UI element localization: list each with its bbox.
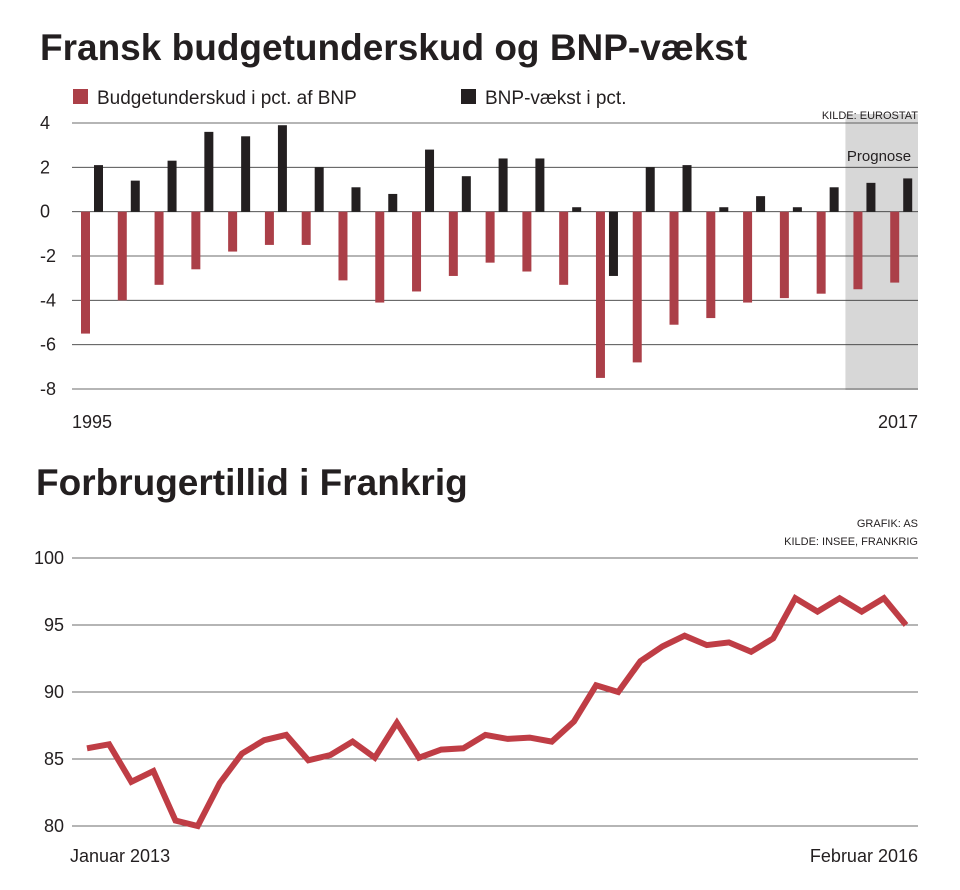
bar-gdp-2008 [572, 207, 582, 212]
bar-deficit-1998 [191, 211, 201, 270]
bar-gdp-2011 [682, 165, 692, 212]
bar-deficit-2005 [448, 211, 458, 276]
bar-gdp-2001 [314, 167, 324, 212]
bar-gdp-1998 [204, 131, 214, 212]
bar-deficit-2016 [853, 211, 863, 290]
budget-x-start-label: 1995 [72, 412, 112, 432]
bar-gdp-2016 [866, 182, 876, 212]
confidence-series [86, 594, 909, 830]
y-tick-label: -6 [40, 335, 56, 355]
bar-deficit-2012 [706, 211, 716, 319]
confidence-chart-title: Forbrugertillid i Frankrig [36, 462, 468, 503]
budget-legend: Budgetunderskud i pct. af BNP BNP-vækst … [73, 88, 626, 109]
bar-gdp-2000 [277, 125, 287, 212]
y-tick-label: 0 [40, 202, 50, 222]
bar-gdp-1997 [167, 160, 177, 212]
budget-chart-title: Fransk budgetunderskud og BNP-vækst [40, 27, 747, 68]
y-tick-label: 4 [40, 113, 50, 133]
forecast-label: Prognose [847, 148, 911, 165]
bar-deficit-1995 [81, 211, 90, 334]
y-tick-label: 100 [34, 548, 64, 568]
confidence-chart-credit: GRAFIK: AS [857, 518, 918, 530]
bar-deficit-2009 [595, 211, 605, 378]
bar-deficit-1996 [117, 211, 127, 301]
legend-label-gdp: BNP-vækst i pct. [485, 88, 626, 109]
bar-gdp-2010 [645, 167, 655, 212]
bar-deficit-2014 [779, 211, 789, 299]
bar-gdp-2012 [719, 207, 729, 212]
bar-deficit-2015 [816, 211, 826, 294]
bar-gdp-2004 [425, 149, 435, 212]
bar-deficit-2008 [559, 211, 569, 285]
confidence-chart-source: KILDE: INSEE, FRANKRIG [784, 536, 918, 548]
bar-deficit-2017 [890, 211, 900, 283]
y-tick-label: -8 [40, 379, 56, 399]
bar-gdp-1995 [94, 165, 103, 212]
bar-gdp-2007 [535, 158, 545, 212]
y-tick-label: 95 [44, 615, 64, 635]
legend-swatch-deficit [73, 89, 88, 104]
bar-deficit-1999 [228, 211, 238, 252]
confidence-line [86, 594, 909, 830]
budget-chart: Fransk budgetunderskud og BNP-vækst Budg… [40, 27, 918, 432]
confidence-x-start-label: Januar 2013 [70, 846, 170, 866]
bar-deficit-2010 [632, 211, 642, 363]
confidence-y-axis: 100 95 90 85 80 [34, 548, 64, 836]
y-tick-label: -2 [40, 246, 56, 266]
y-tick-label: 90 [44, 682, 64, 702]
bar-deficit-2002 [338, 211, 348, 281]
bar-gdp-2017 [903, 178, 913, 212]
bar-gdp-2005 [461, 176, 471, 212]
bar-gdp-2003 [388, 193, 398, 212]
bar-gdp-2013 [756, 196, 766, 212]
budget-x-end-label: 2017 [878, 412, 918, 432]
y-tick-label: 80 [44, 816, 64, 836]
confidence-x-end-label: Februar 2016 [810, 846, 918, 866]
y-tick-label: 85 [44, 749, 64, 769]
bar-deficit-2000 [264, 211, 274, 245]
legend-label-deficit: Budgetunderskud i pct. af BNP [97, 88, 357, 109]
bar-gdp-2006 [498, 158, 508, 212]
budget-y-axis: 4 2 0 -2 -4 -6 -8 [40, 113, 56, 399]
y-tick-label: -4 [40, 290, 56, 310]
bar-deficit-1997 [154, 211, 164, 285]
bar-deficit-2007 [522, 211, 532, 272]
y-tick-label: 2 [40, 157, 50, 177]
bar-gdp-1996 [130, 180, 140, 212]
bar-gdp-2002 [351, 187, 361, 212]
bar-gdp-1999 [241, 136, 251, 212]
budget-chart-source: KILDE: EUROSTAT [822, 110, 918, 122]
bar-gdp-2015 [829, 187, 839, 212]
legend-swatch-gdp [461, 89, 476, 104]
bar-deficit-2006 [485, 211, 495, 263]
bar-deficit-2001 [301, 211, 311, 245]
bar-deficit-2003 [375, 211, 385, 303]
budget-bars [81, 125, 913, 378]
bar-deficit-2011 [669, 211, 679, 325]
bar-deficit-2013 [743, 211, 753, 303]
bar-gdp-2014 [792, 207, 802, 212]
confidence-chart: Forbrugertillid i Frankrig GRAFIK: AS KI… [34, 462, 918, 866]
confidence-gridlines [72, 557, 918, 827]
bar-deficit-2004 [412, 211, 422, 292]
bar-gdp-2009 [608, 211, 618, 276]
